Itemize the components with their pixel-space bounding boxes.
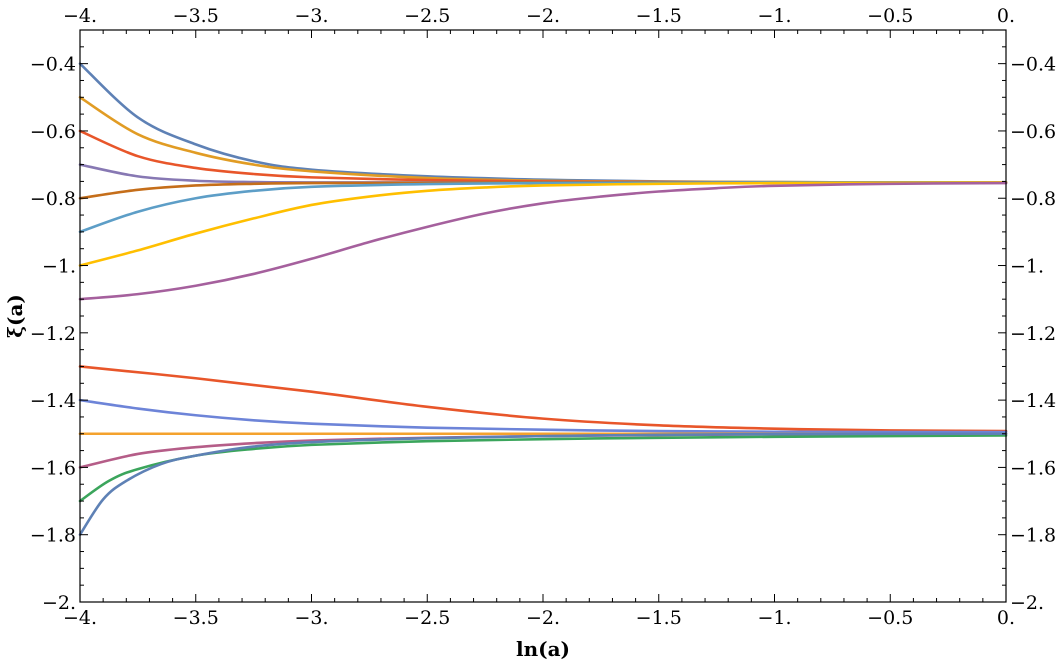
x-tick-label-bottom: −3. <box>294 607 328 629</box>
y-tick-label-right: −0.6 <box>1010 121 1056 143</box>
x-tick-label-top: −1.5 <box>636 5 682 27</box>
series-line-13 <box>78 434 1008 503</box>
y-tick-label-right: −0.8 <box>1010 188 1056 210</box>
series-layer <box>78 62 1008 537</box>
y-tick-label-right: −1.4 <box>1010 390 1056 412</box>
y-tick-label-left: −2. <box>42 592 76 614</box>
x-tick-label-bottom: −0.5 <box>867 607 913 629</box>
y-tick-label-left: −1.4 <box>30 390 76 412</box>
y-axis-label: ξ(a) <box>3 294 27 338</box>
series-line-1 <box>78 62 1008 184</box>
x-tick-label-bottom: −2.5 <box>404 607 450 629</box>
y-tick-label-left: −0.4 <box>30 54 76 76</box>
y-tick-label-left: −1.8 <box>30 525 76 547</box>
x-tick-label-bottom: 0. <box>997 607 1015 629</box>
x-tick-label-top: −2.5 <box>404 5 450 27</box>
series-line-3 <box>78 129 1008 184</box>
x-axis-label: ln(a) <box>516 637 570 661</box>
x-tick-label-bottom: −2. <box>526 607 560 629</box>
y-tick-label-left: −1.2 <box>30 323 76 345</box>
series-line-14 <box>78 432 1008 537</box>
y-tick-label-left: −0.8 <box>30 188 76 210</box>
series-line-7 <box>78 181 1008 267</box>
x-tick-label-bottom: −1. <box>757 607 791 629</box>
y-tick-label-right: −1.6 <box>1010 457 1056 479</box>
series-line-9 <box>78 365 1008 433</box>
y-tick-label-left: −1.6 <box>30 457 76 479</box>
x-tick-label-top: −0.5 <box>867 5 913 27</box>
y-tick-label-right: −1.2 <box>1010 323 1056 345</box>
y-tick-label-right: −1.8 <box>1010 525 1056 547</box>
x-tick-label-top: −2. <box>526 5 560 27</box>
series-line-8 <box>78 181 1008 301</box>
x-tick-label-top: −4. <box>63 5 97 27</box>
y-tick-label-right: −0.4 <box>1010 54 1056 76</box>
x-tick-label-top: −3.5 <box>173 5 219 27</box>
series-line-10 <box>78 398 1008 434</box>
y-tick-label-right: −1. <box>1010 256 1044 278</box>
y-tick-label-right: −2. <box>1010 592 1044 614</box>
x-tick-label-bottom: −1.5 <box>636 607 682 629</box>
x-tick-label-bottom: −3.5 <box>173 607 219 629</box>
x-tick-label-bottom: −4. <box>63 607 97 629</box>
y-tick-label-left: −1. <box>42 256 76 278</box>
y-tick-label-left: −0.6 <box>30 121 76 143</box>
x-tick-label-top: −1. <box>757 5 791 27</box>
x-tick-label-top: −3. <box>294 5 328 27</box>
ticks-layer: −4. −4. −3.5 −3.5 −3. −3. −2.5 −2.5 −2. −2. −1.5 −1… <box>30 5 1056 629</box>
x-tick-label-top: 0. <box>997 5 1015 27</box>
plot-frame <box>79 29 1007 603</box>
series-line-6 <box>78 181 1008 234</box>
